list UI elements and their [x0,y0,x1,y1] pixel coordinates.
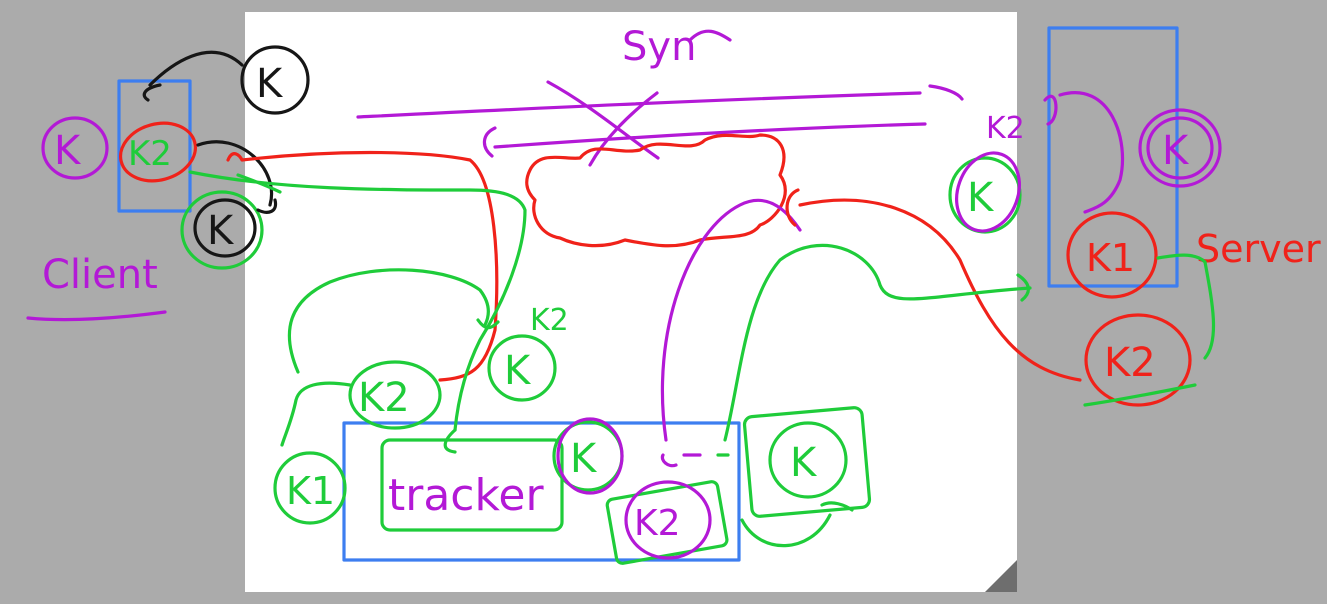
green-link-tracker-to-server [723,243,1032,442]
server-k2-underline [1083,383,1197,407]
syn-label-tail [688,29,732,42]
tracker-k-right-circle [768,421,848,499]
black-arrow-top [148,50,244,87]
red-link-client-to-k2 [226,150,499,382]
server-k-right-inner [1146,116,1214,180]
green-loop-k2 [287,268,490,374]
server-label: Server [1196,227,1321,271]
green-loop-bottom-head [820,501,854,512]
green-link-client-short [236,173,282,194]
server-k-purple-circle [955,151,1021,233]
client-key-circle [41,116,109,180]
syn-cross-b [588,91,659,167]
client-label: Client [42,252,158,298]
purple-loop-server [1058,91,1125,214]
tracker-k-purple-circle [556,417,624,495]
purple-arrow-server [1043,94,1058,126]
server-k2-circle [1084,313,1192,407]
client-black-key-bottom-circle [193,198,257,258]
tracker-k1-label: K1 [286,469,335,513]
green-loop-bottom [740,513,832,548]
client-underline [26,310,167,322]
tracker-k2-box [605,480,729,565]
tracker-k-right-label: K [790,440,818,486]
middle-k2-label: K2 [358,375,410,421]
tracker-k2-circle [624,480,712,560]
client-black-key-bottom-ring [180,190,264,270]
syn-arrow-right [928,84,964,101]
black-arrow-bottom [196,140,274,207]
green-from-k2-to-k1 [280,381,352,447]
client-black-key-top-label: K [256,61,284,107]
client-black-key-top-circle [240,45,310,115]
server-k-annotation: K2 [986,111,1025,146]
black-arrow-bottom-head [256,198,278,214]
page-corner-fold [985,560,1017,592]
tracker-k1-circle [273,451,347,525]
client-k2-circle [118,121,198,183]
green-link-server-head [1016,273,1030,302]
network-cloud [525,133,787,248]
syn-arrow-left [482,126,497,158]
green-loop-head [476,318,500,330]
tracker-label: tracker [388,470,544,521]
client-k2-label: K2 [128,134,172,174]
middle-k2-circle [348,360,442,430]
client-black-key-bottom-label: K [207,208,235,254]
syn-label: Syn [622,24,696,70]
purple-dot-a [660,453,678,468]
server-k1-circle [1066,211,1158,299]
server-k-right-label: K [1162,128,1190,174]
black-arrow-top-head [142,83,162,102]
purple-link-tracker-to-cloud [660,198,802,442]
middle-k-circle [487,334,557,402]
middle-k-label: K [504,348,532,394]
middle-k-annotation: K2 [530,303,569,338]
server-k-right-outer [1138,108,1222,188]
server-k1-label: K1 [1086,236,1135,280]
client-key-label: K [54,128,82,174]
server-k-label: K [967,175,995,221]
syn-line-bottom [493,122,927,149]
syn-cross-a [546,80,660,160]
syn-line-top [356,91,922,119]
red-arrow-cloud [785,188,800,227]
server-k2-label: K2 [1104,340,1156,386]
green-link-client-to-tracker [188,170,527,432]
green-link-k1-to-k2 [1156,253,1216,360]
tracker-k-label: K [570,436,598,482]
red-link-cloud-to-server-k2 [798,198,1082,382]
tracker-k-right-box [742,406,872,518]
green-link-head [443,428,457,454]
tracker-inner-box [380,438,564,532]
server-box [1047,26,1179,288]
tracker-k2-label: K2 [634,503,681,544]
